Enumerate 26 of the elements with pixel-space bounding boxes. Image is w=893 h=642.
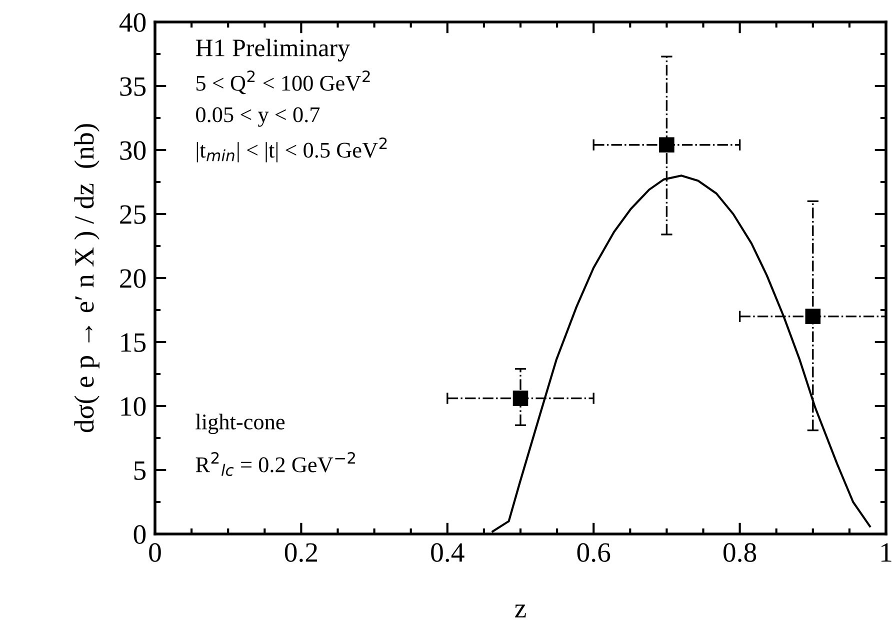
- y-tick-label: 30: [120, 141, 146, 160]
- x-tick-label: 0.4: [431, 543, 464, 562]
- annotation: 5 < Q$^{2}$ < 100 GeV$^{2}$: [196, 70, 370, 94]
- x-tick-label: 0: [149, 543, 161, 562]
- y-tick-label: 5: [134, 461, 146, 480]
- y-tick-label: 40: [119, 13, 146, 32]
- annotation: R$^{2}$$_{lc}$ = 0.2 GeV$^{−2}$: [196, 452, 355, 476]
- point: [659, 137, 674, 153]
- annotation: 0.05 < y < 0.7: [196, 107, 320, 127]
- x-tick-label: 0.6: [577, 543, 610, 562]
- annotation: |t$_{min}$| < |t| < 0.5 GeV$^{2}$: [196, 137, 387, 162]
- annotation: light-cone: [196, 414, 285, 434]
- point: [512, 390, 528, 406]
- point: [805, 308, 821, 324]
- x-axis-title: z: [515, 604, 526, 618]
- annotation: H1 Preliminary: [196, 38, 350, 62]
- y-axis-title: dσ( e p → e′ n X ) / dz (nb): [74, 124, 100, 432]
- x-tick-label: 1: [882, 543, 892, 562]
- x-tick-label: 0.2: [284, 543, 318, 562]
- y-tick-label: 15: [121, 333, 146, 352]
- x-tick-label: 0.8: [724, 543, 756, 562]
- y-tick-label: 25: [120, 205, 146, 224]
- y-tick-label: 35: [120, 77, 146, 96]
- y-tick-label: 0: [134, 525, 146, 544]
- y-tick-label: 10: [121, 397, 146, 416]
- y-tick-label: 20: [120, 269, 146, 288]
